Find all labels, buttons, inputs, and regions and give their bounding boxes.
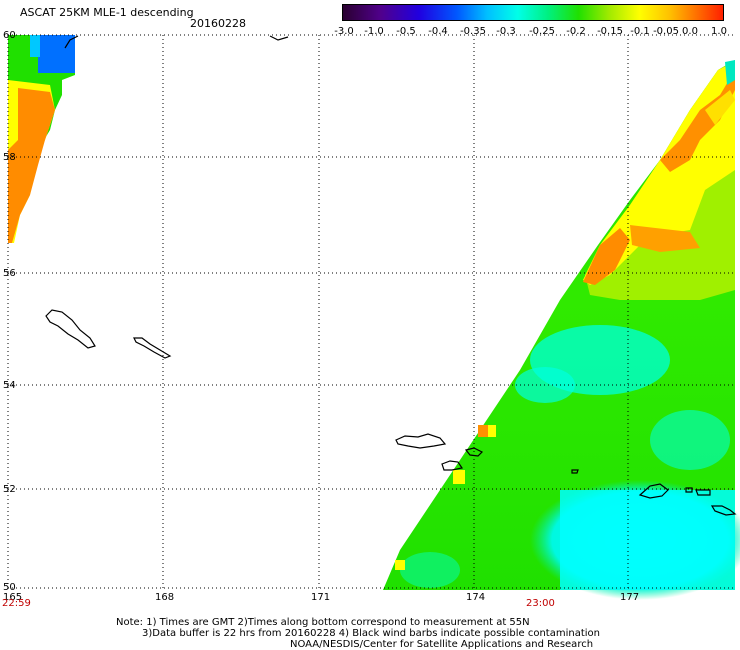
- start-time-label: 22:59: [2, 598, 31, 609]
- cyan-zone-sw: [400, 552, 460, 588]
- lon-label: 168: [155, 592, 174, 603]
- island-small-2: [571, 469, 579, 474]
- color-tick: -0.05: [653, 26, 679, 37]
- color-tick: 1.0: [711, 26, 727, 37]
- note-line-2: 3)Data buffer is 22 hrs from 20160228 4)…: [142, 628, 600, 639]
- graticule: [7, 34, 735, 590]
- west-swath: [8, 35, 75, 243]
- color-tick: 0.0: [682, 26, 698, 37]
- lon-label: 174: [466, 592, 485, 603]
- lat-label: 56: [3, 268, 16, 279]
- yellow-spot-3: [395, 560, 405, 570]
- yellow-patch-ne: [705, 90, 735, 125]
- island-medny: [133, 337, 172, 359]
- orange-spot: [478, 425, 488, 437]
- island-atka: [710, 505, 737, 516]
- product-title: ASCAT 25KM MLE-1 descending: [20, 6, 194, 19]
- lat-label: 50: [3, 582, 16, 593]
- island-bering: [45, 309, 96, 349]
- yellow-spot-2: [453, 470, 465, 484]
- lon-label: 177: [620, 592, 639, 603]
- lon-label: 165: [3, 592, 22, 603]
- color-scale-bar: [342, 4, 724, 21]
- coastline-north: [64, 35, 79, 49]
- island-kiska: [441, 460, 463, 471]
- cyan-tip: [725, 60, 735, 85]
- orange-patch-1: [583, 228, 630, 285]
- end-time-label: 23:00: [526, 598, 555, 609]
- color-tick: -0.1: [630, 26, 650, 37]
- color-tick: -0.3: [496, 26, 516, 37]
- color-tick: -0.15: [597, 26, 623, 37]
- lat-label: 60: [3, 30, 16, 41]
- color-tick: -0.35: [460, 26, 486, 37]
- island-attu: [395, 433, 447, 449]
- orange-patch-2: [630, 225, 700, 252]
- color-tick: -1.0: [364, 26, 384, 37]
- note-line-1: Note: 1) Times are GMT 2)Times along bot…: [116, 617, 530, 628]
- lon-label: 171: [311, 592, 330, 603]
- island-small-4: [695, 489, 711, 496]
- cyan-zone-east: [650, 410, 730, 470]
- lat-label: 52: [3, 484, 16, 495]
- west-orange: [8, 88, 55, 243]
- coastline-north-2: [269, 35, 289, 41]
- color-tick: -3.0: [334, 26, 354, 37]
- east-swath: [383, 60, 740, 600]
- lat-label: 54: [3, 380, 16, 391]
- cyan-patch-w: [30, 35, 40, 57]
- cyan-zone-se: [560, 490, 735, 590]
- yellow-spot: [488, 425, 496, 437]
- coastlines: [45, 35, 737, 516]
- color-tick: -0.5: [396, 26, 416, 37]
- note-line-3: NOAA/NESDIS/Center for Satellite Applica…: [290, 639, 594, 650]
- product-date: 20160228: [190, 17, 246, 30]
- color-tick: -0.2: [566, 26, 586, 37]
- orange-patch-3: [660, 70, 735, 172]
- color-tick: -0.4: [428, 26, 448, 37]
- island-adak: [638, 483, 669, 499]
- color-tick: -0.25: [529, 26, 555, 37]
- island-small-1: [464, 447, 484, 457]
- island-small-3: [685, 487, 693, 493]
- lat-label: 58: [3, 152, 16, 163]
